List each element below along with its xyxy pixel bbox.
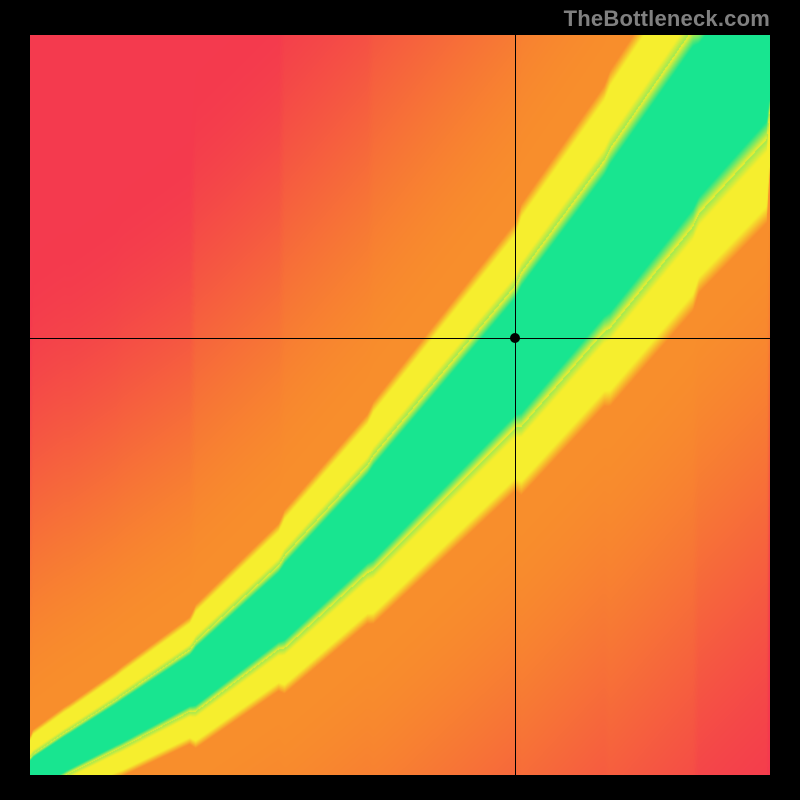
- attribution-text: TheBottleneck.com: [564, 6, 770, 32]
- heatmap-canvas: [30, 35, 770, 775]
- heatmap-plot: [30, 35, 770, 775]
- chart-container: TheBottleneck.com: [0, 0, 800, 800]
